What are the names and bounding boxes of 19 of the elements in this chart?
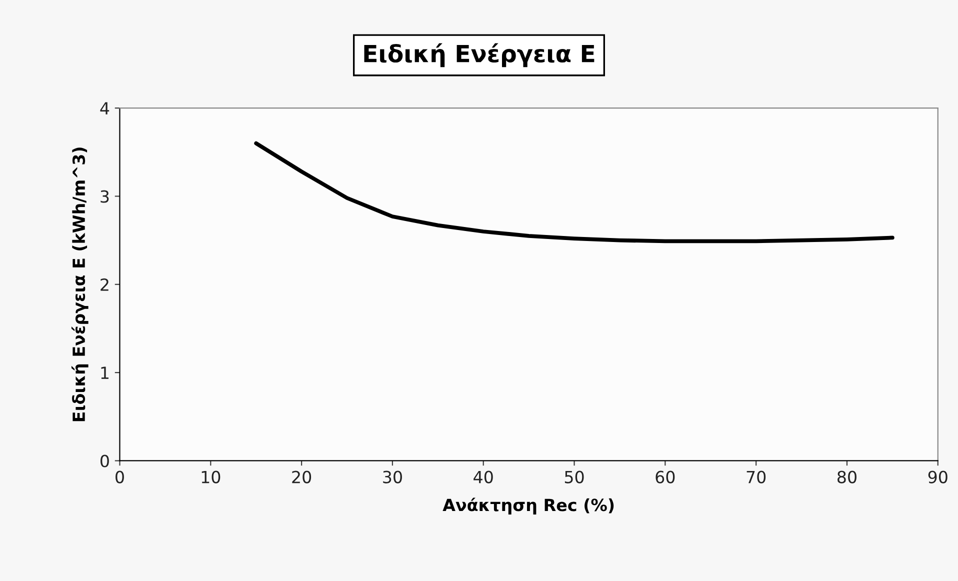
y-tick-label: 0 [100, 454, 109, 468]
x-tick-label: 0 [116, 470, 124, 484]
x-tick-label: 90 [928, 470, 948, 484]
chart-title: Ειδική Ενέργεια Ε [364, 43, 594, 68]
x-tick-label: 40 [474, 470, 493, 484]
y-tick-label: 3 [100, 190, 109, 203]
x-tick-label: 30 [383, 470, 402, 484]
line-series [254, 141, 894, 244]
y-tick-label: 2 [100, 278, 108, 291]
x-tick-label: 60 [656, 470, 675, 484]
y-axis-title: Ειδική Ενέργεια Ε (kWh/m^3) [72, 148, 88, 422]
x-axis-title: Ανάκτηση Rec (%) [442, 498, 614, 514]
x-tick-label: 50 [564, 470, 584, 484]
x-tick-label: 80 [838, 470, 856, 484]
x-tick-label: 10 [202, 470, 220, 484]
x-tick-label: 20 [292, 470, 312, 484]
x-tick-label: 70 [746, 470, 766, 484]
y-tick-label: 4 [100, 102, 110, 114]
y-tick-label: 1 [101, 366, 108, 379]
